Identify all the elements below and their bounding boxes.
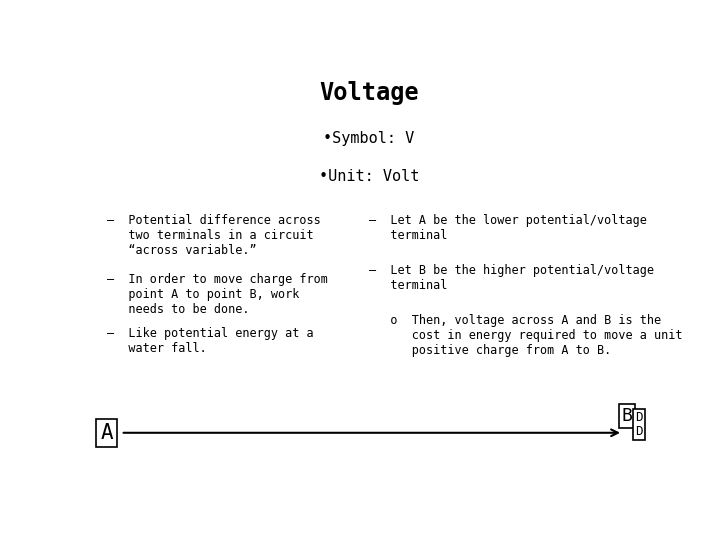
Text: A: A — [100, 423, 113, 443]
Text: –  Let A be the lower potential/voltage
   terminal: – Let A be the lower potential/voltage t… — [369, 214, 647, 242]
Text: •Unit: Volt: •Unit: Volt — [319, 168, 419, 184]
Text: o  Then, voltage across A and B is the
      cost in energy required to move a u: o Then, voltage across A and B is the co… — [369, 314, 683, 357]
Text: –  Let B be the higher potential/voltage
   terminal: – Let B be the higher potential/voltage … — [369, 265, 654, 292]
Text: D
D: D D — [635, 411, 643, 438]
Text: B: B — [621, 407, 632, 425]
Text: •Symbol: V: •Symbol: V — [323, 131, 415, 146]
Text: –  Potential difference across
   two terminals in a circuit
   “across variable: – Potential difference across two termin… — [107, 214, 320, 258]
Text: –  Like potential energy at a
   water fall.: – Like potential energy at a water fall. — [107, 327, 313, 355]
Text: –  In order to move charge from
   point A to point B, work
   needs to be done.: – In order to move charge from point A t… — [107, 273, 328, 316]
Text: Voltage: Voltage — [319, 82, 419, 105]
